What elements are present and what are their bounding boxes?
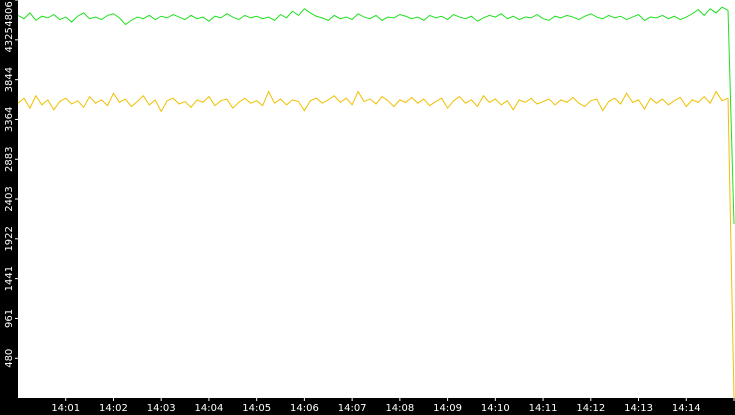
x-tick-label: 14:03 [147, 403, 176, 414]
x-tick-label: 14:13 [624, 403, 653, 414]
y-tick-label: 4806 [4, 1, 15, 26]
x-tick-label: 14:07 [338, 403, 367, 414]
x-tick-label: 14:01 [51, 403, 80, 414]
x-tick-label: 14:05 [242, 403, 271, 414]
y-tick-label: 1441 [4, 266, 15, 291]
y-tick-label: 3364 [4, 107, 15, 132]
x-tick-label: 14:11 [529, 403, 558, 414]
series-line [17, 6, 735, 225]
x-tick-label: 14:02 [99, 403, 128, 414]
y-tick-label: 2883 [4, 147, 15, 172]
x-tick-label: 14:12 [576, 403, 605, 414]
y-axis-bar [0, 0, 18, 415]
y-tick-label: 2403 [4, 186, 15, 211]
x-axis-bar [0, 398, 735, 415]
x-tick-label: 14:14 [672, 403, 701, 414]
y-tick-label: 4325 [4, 27, 15, 52]
y-tick-label: 3844 [4, 67, 15, 92]
x-tick-label: 14:09 [433, 403, 462, 414]
y-tick-label: 1922 [4, 226, 15, 251]
series-line [17, 90, 735, 399]
x-tick-label: 14:08 [385, 403, 414, 414]
x-tick-label: 14:04 [195, 403, 224, 414]
x-tick-label: 14:06 [290, 403, 319, 414]
x-tick-label: 14:10 [481, 403, 510, 414]
y-tick-label: 961 [4, 309, 15, 328]
y-tick-label: 480 [4, 349, 15, 368]
